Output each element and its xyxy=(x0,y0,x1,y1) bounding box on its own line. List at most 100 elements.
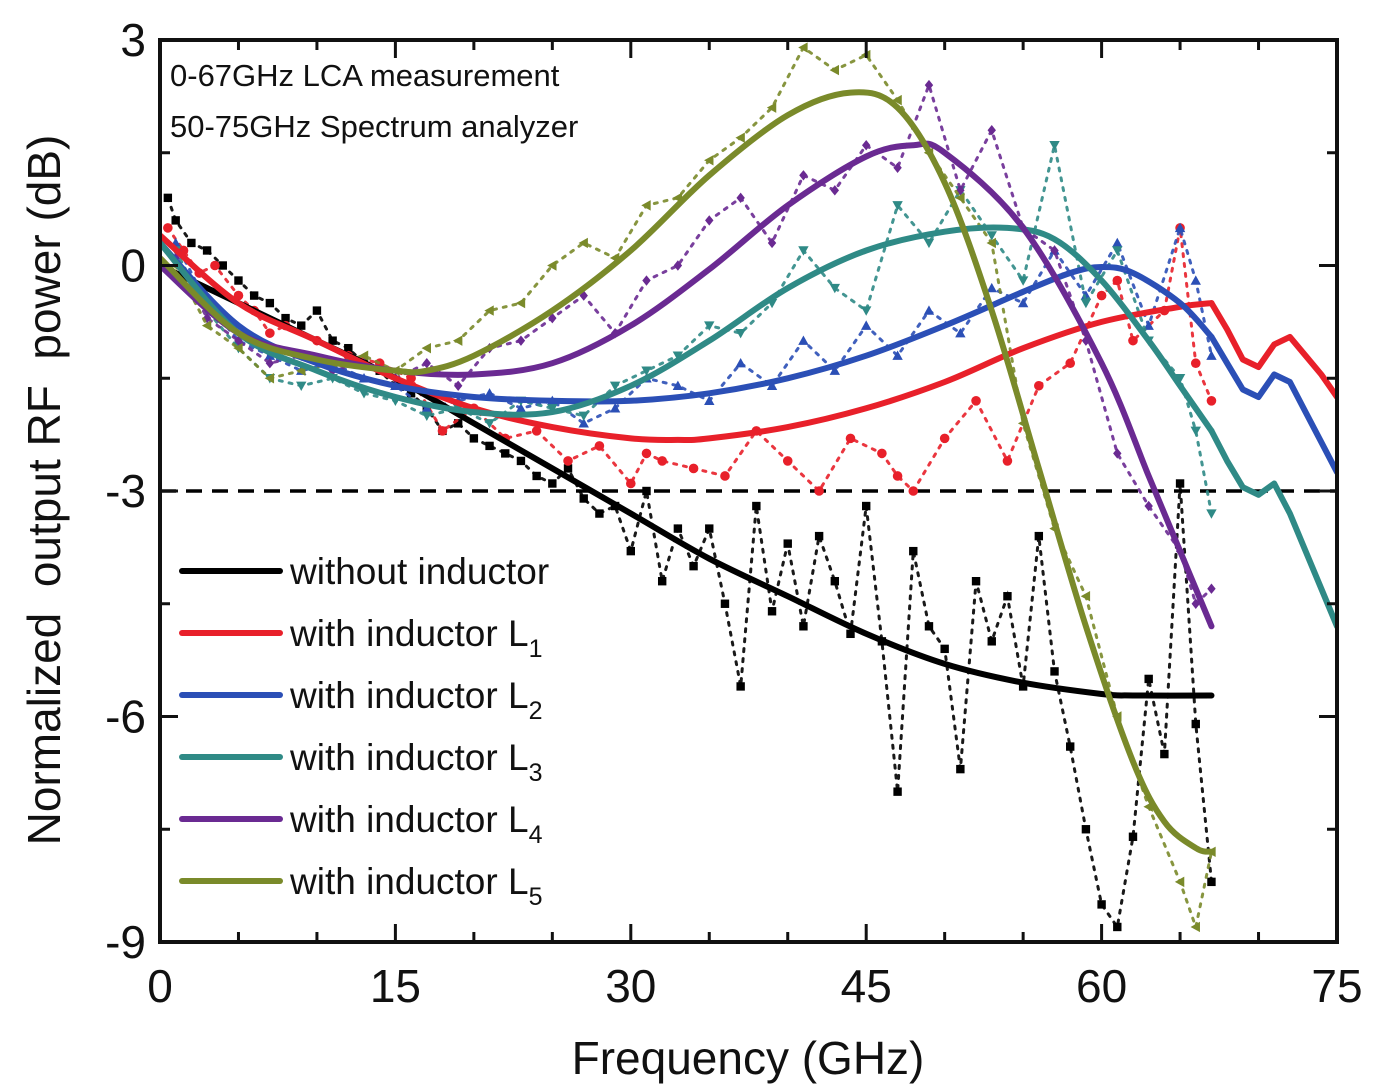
x-tick-label: 45 xyxy=(841,960,892,1012)
data-point xyxy=(531,426,542,436)
legend-item: with inductor L3 xyxy=(179,737,542,787)
data-point xyxy=(689,561,698,571)
data-point xyxy=(421,342,431,354)
data-point xyxy=(752,501,761,511)
data-point xyxy=(406,373,416,384)
annotation-spectrum-analyzer: 50-75GHz Spectrum analyzer xyxy=(170,109,578,144)
data-point xyxy=(1207,583,1216,594)
data-point xyxy=(1050,667,1059,676)
data-point xyxy=(641,200,651,211)
y-tick-label: 3 xyxy=(120,14,146,66)
y-tick-label: -9 xyxy=(105,916,146,968)
data-point xyxy=(1190,921,1200,933)
data-point xyxy=(1081,825,1091,834)
data-point xyxy=(892,471,903,481)
data-point xyxy=(829,365,841,375)
data-point xyxy=(908,486,919,496)
data-point xyxy=(798,42,808,53)
data-point xyxy=(892,201,903,211)
data-point xyxy=(735,358,746,368)
data-point xyxy=(940,644,949,654)
data-point xyxy=(485,441,494,451)
data-point xyxy=(1160,749,1169,759)
legend-label-subscript: 5 xyxy=(529,883,543,911)
data-point xyxy=(453,380,463,391)
y-axis-title: Normalized output RF power (dB) xyxy=(18,135,70,846)
data-point xyxy=(547,404,558,414)
data-point xyxy=(987,637,996,646)
data-point xyxy=(578,418,589,428)
data-point xyxy=(452,335,463,346)
data-point xyxy=(955,192,965,204)
data-point xyxy=(923,238,935,249)
data-point xyxy=(877,448,887,459)
data-point xyxy=(1175,479,1185,488)
data-point xyxy=(1081,335,1091,346)
data-point xyxy=(1080,591,1091,602)
data-point xyxy=(516,456,526,466)
data-point xyxy=(642,486,651,496)
data-point xyxy=(328,336,337,345)
legend-label-subscript: 2 xyxy=(529,697,543,725)
data-point xyxy=(829,283,841,294)
x-tick-label: 30 xyxy=(605,960,656,1012)
measured-dotted-trace xyxy=(174,45,1213,933)
data-point xyxy=(234,276,243,285)
data-point xyxy=(210,260,220,271)
data-point xyxy=(515,297,526,309)
data-point xyxy=(736,682,745,691)
data-point xyxy=(673,524,683,533)
data-point xyxy=(1065,358,1076,369)
data-point xyxy=(798,246,809,256)
data-point xyxy=(830,185,840,196)
data-point xyxy=(296,381,307,391)
data-point xyxy=(783,539,792,548)
data-point xyxy=(892,350,903,360)
legend-label: with inductor L2 xyxy=(289,675,542,725)
legend-label-subscript: 4 xyxy=(529,821,543,849)
data-point xyxy=(986,237,996,249)
data-point xyxy=(1128,335,1138,346)
data-point xyxy=(672,380,684,390)
data-point xyxy=(939,433,950,444)
data-point xyxy=(1174,374,1186,384)
data-point xyxy=(909,546,918,556)
x-tick-label: 0 xyxy=(147,960,173,1012)
data-point xyxy=(657,577,667,586)
data-point xyxy=(453,419,463,428)
data-point xyxy=(1017,276,1029,286)
data-point xyxy=(563,464,573,473)
annotation-lca: 0-67GHz LCA measurement xyxy=(170,58,560,93)
data-point xyxy=(1097,900,1106,909)
y-tick-label: -3 xyxy=(105,465,146,517)
data-point xyxy=(767,237,777,249)
legend-item: with inductor L2 xyxy=(179,675,542,725)
data-point xyxy=(1112,275,1123,286)
data-point xyxy=(532,471,541,481)
data-point xyxy=(641,366,652,376)
data-point xyxy=(421,411,432,422)
data-point xyxy=(704,395,715,405)
data-point xyxy=(1066,742,1075,751)
data-point xyxy=(626,546,635,556)
fit-line-series-3 xyxy=(160,224,1215,434)
data-point xyxy=(265,358,275,369)
fit-line-series-1 xyxy=(160,232,1215,443)
data-point xyxy=(1174,222,1186,233)
spectrum-analyzer-line-series-1 xyxy=(1208,300,1337,400)
legend-item: with inductor L1 xyxy=(179,613,542,663)
spectrum-analyzer-line-series-3 xyxy=(1208,427,1337,630)
data-point xyxy=(579,494,588,503)
legend-label: with inductor L3 xyxy=(289,737,542,787)
legend-label: with inductor L1 xyxy=(289,613,542,663)
data-point xyxy=(358,350,369,361)
data-point xyxy=(798,335,809,345)
data-point xyxy=(861,320,872,330)
data-point xyxy=(1144,500,1153,512)
data-point xyxy=(609,381,621,391)
data-point xyxy=(1050,245,1059,256)
y-tick-label: 0 xyxy=(120,240,146,292)
data-point xyxy=(626,478,636,489)
